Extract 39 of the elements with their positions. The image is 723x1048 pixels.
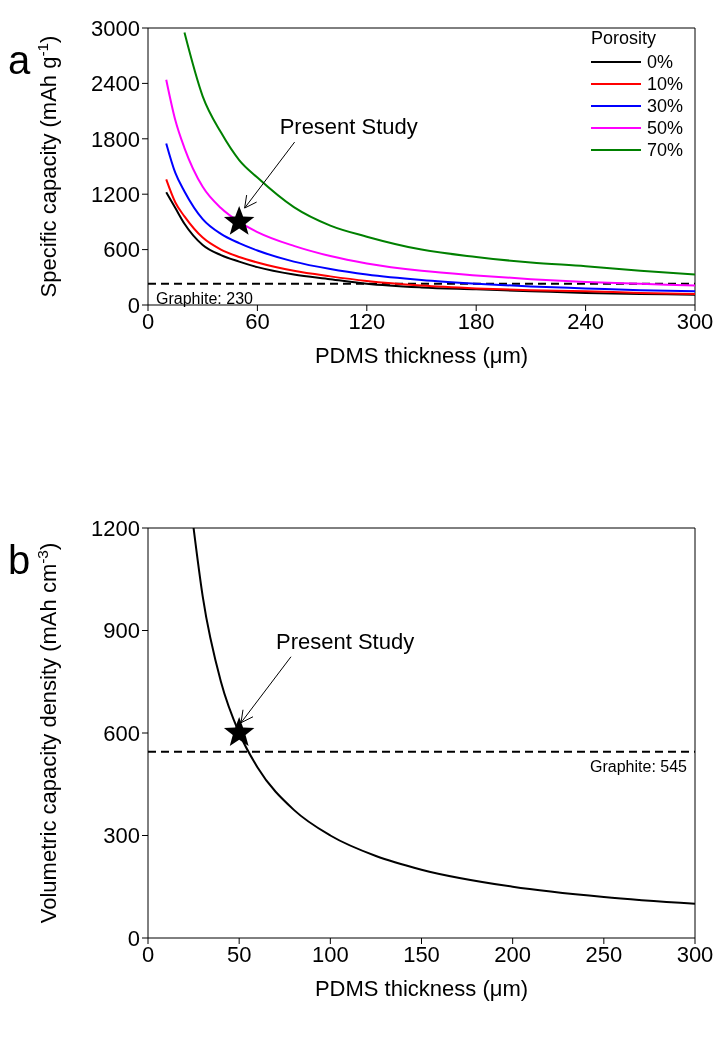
ref-line-label: Graphite: 230	[156, 289, 254, 307]
y-tick-label: 900	[103, 618, 140, 644]
legend-label: 0%	[646, 51, 673, 73]
y-tick-label: 0	[127, 925, 140, 951]
line-series	[183, 31, 695, 276]
y-tick-label: 2400	[91, 71, 140, 97]
y-tick-label: 1800	[91, 126, 140, 152]
annotation: Present Study	[279, 114, 418, 140]
chart-title: a	[8, 38, 31, 82]
x-tick-label: 60	[245, 308, 270, 334]
y-tick-label: 300	[103, 823, 140, 849]
ref-line-label: Graphite: 545	[590, 757, 688, 775]
legend-label: 10%	[646, 73, 683, 95]
x-axis-title: PDMS thickness (μm)	[314, 976, 529, 1001]
x-tick-label: 180	[457, 308, 495, 334]
x-tick-label: 120	[348, 308, 386, 334]
y-tick-label: 3000	[91, 15, 140, 41]
x-tick-label: 50	[226, 941, 252, 967]
x-tick-label: 300	[676, 308, 714, 334]
x-tick-label: 150	[403, 941, 440, 967]
legend-title: Porosity	[590, 28, 657, 49]
legend-label: 30%	[646, 95, 683, 117]
legend-label: 50%	[646, 117, 683, 139]
x-tick-label: 100	[311, 941, 349, 967]
line-series	[165, 142, 695, 293]
y-tick-label: 600	[103, 720, 140, 746]
y-tick-label: 1200	[91, 182, 140, 208]
x-tick-label: 200	[494, 941, 532, 967]
annotation: Present Study	[275, 628, 415, 654]
x-axis-title: PDMS thickness (μm)	[314, 343, 529, 368]
x-tick-label: 240	[567, 308, 604, 334]
chart-title: b	[8, 538, 31, 582]
x-tick-label: 250	[585, 941, 623, 967]
y-tick-label: 600	[103, 237, 140, 263]
y-tick-label: 0	[127, 292, 140, 318]
legend-label: 70%	[646, 139, 683, 161]
line-series	[165, 78, 695, 287]
y-tick-label: 1200	[91, 515, 140, 541]
x-tick-label: 300	[676, 941, 714, 967]
